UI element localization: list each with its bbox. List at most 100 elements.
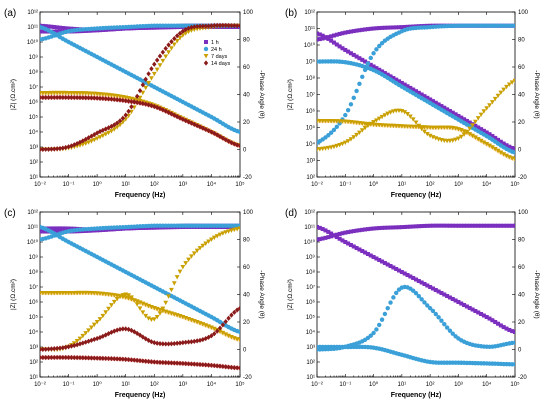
data-point: [151, 317, 157, 322]
x-tick-label: 10²: [150, 382, 159, 388]
y-right-tick-label: -20: [243, 175, 252, 181]
data-point: [504, 143, 509, 148]
x-tick-label: 10⁻¹: [339, 182, 351, 188]
data-point: [126, 326, 131, 332]
data-point: [52, 346, 57, 352]
data-point: [220, 231, 226, 236]
panel-letter: (d): [285, 208, 297, 219]
data-point: [52, 146, 57, 152]
data-point: [470, 223, 475, 228]
data-layer: [40, 22, 240, 153]
data-point: [377, 226, 382, 231]
data-point: [46, 146, 51, 152]
data-point: [365, 27, 370, 32]
data-point: [223, 332, 229, 337]
data-point: [237, 329, 240, 335]
data-point: [343, 240, 348, 244]
data-point: [55, 29, 60, 34]
data-point: [456, 136, 461, 141]
x-tick-label: 10⁻²: [34, 382, 46, 388]
data-point: [419, 126, 425, 132]
x-tick-label: 10¹: [398, 182, 407, 188]
data-point: [166, 341, 171, 347]
data-point: [504, 326, 509, 331]
data-point: [169, 39, 174, 45]
legend-marker: [203, 46, 209, 52]
data-point: [143, 76, 148, 82]
data-point: [439, 104, 444, 109]
y-left-tick-label: 10⁹: [29, 254, 39, 261]
data-point: [152, 61, 157, 67]
series-1-h-phase: [317, 223, 515, 242]
y-left-tick-label: 10¹²: [304, 10, 315, 16]
data-point: [354, 28, 359, 33]
y-left-tick-label: 10⁴: [29, 329, 39, 336]
data-point: [180, 340, 186, 346]
data-point: [450, 138, 456, 143]
data-point: [334, 235, 339, 240]
data-point: [63, 226, 68, 231]
data-point: [226, 22, 231, 29]
data-point: [177, 360, 183, 366]
data-point: [160, 107, 166, 113]
data-point: [459, 115, 464, 120]
data-point: [83, 339, 88, 345]
data-point: [146, 80, 151, 86]
y-right-tick-label: 40: [518, 293, 525, 299]
data-point: [77, 355, 83, 361]
data-point: [334, 32, 339, 37]
data-point: [217, 133, 223, 140]
data-point: [377, 258, 382, 262]
data-point: [114, 97, 120, 103]
data-point: [43, 24, 48, 29]
data-point: [504, 153, 509, 159]
data-point: [129, 99, 134, 105]
data-point: [229, 228, 234, 233]
data-point: [94, 355, 100, 361]
x-tick-label: 10⁵: [510, 381, 520, 388]
data-point: [422, 300, 427, 305]
data-point: [425, 283, 430, 288]
data-point: [476, 125, 481, 130]
data-point: [368, 26, 373, 31]
data-point: [92, 131, 97, 138]
data-point: [433, 288, 438, 292]
data-point: [174, 33, 180, 39]
data-point: [129, 295, 134, 300]
data-point: [154, 57, 160, 63]
data-point: [63, 26, 68, 31]
data-point: [419, 297, 424, 302]
data-point: [149, 359, 154, 365]
data-point: [197, 23, 203, 29]
y-left-axis-title: |Z| (Ω.cm²): [10, 79, 17, 110]
data-point: [43, 29, 48, 34]
data-point: [430, 135, 436, 140]
data-point: [410, 288, 416, 293]
series-7-days-magnitude: [40, 290, 240, 343]
data-point: [513, 146, 515, 151]
data-point: [112, 122, 117, 128]
data-point: [416, 123, 422, 129]
data-point: [234, 23, 240, 29]
y-right-tick-label: 0: [518, 148, 522, 154]
data-point: [380, 25, 385, 30]
data-point: [456, 223, 461, 228]
data-point: [203, 323, 209, 328]
data-point: [80, 333, 86, 339]
data-point: [40, 29, 45, 34]
data-point: [117, 97, 123, 103]
data-point: [430, 286, 435, 291]
data-point: [317, 225, 322, 230]
data-point: [92, 95, 97, 101]
data-point: [470, 133, 475, 139]
data-point: [493, 135, 498, 140]
x-axis-title: Frequency (Hz): [391, 192, 442, 199]
data-point: [40, 346, 46, 352]
data-point: [192, 361, 197, 367]
data-point: [442, 321, 447, 327]
y-right-tick-label: 100: [518, 210, 529, 216]
data-point: [473, 119, 478, 125]
data-point: [174, 114, 180, 120]
data-point: [470, 123, 475, 128]
